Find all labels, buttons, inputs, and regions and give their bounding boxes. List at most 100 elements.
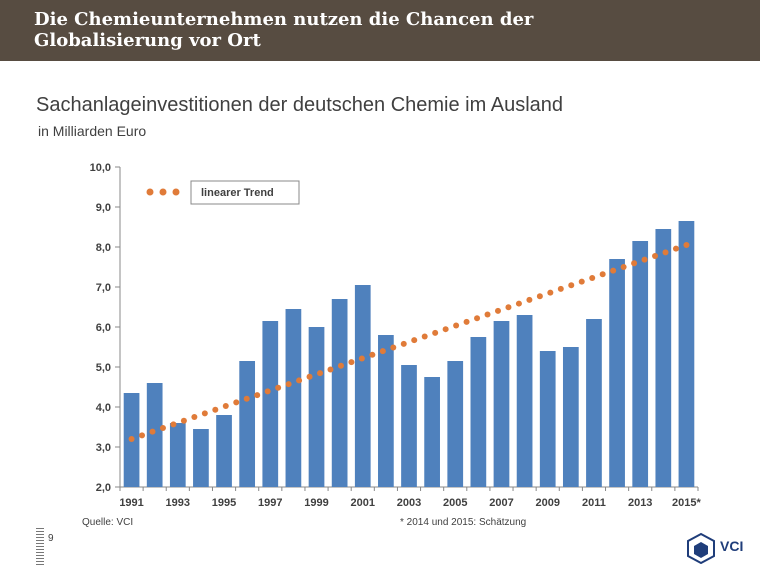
y-tick-label: 10,0 bbox=[90, 162, 111, 174]
bar bbox=[678, 221, 695, 487]
trend-dot bbox=[432, 329, 439, 336]
trend-dot bbox=[453, 322, 460, 329]
trend-dot bbox=[610, 267, 617, 274]
bar bbox=[470, 337, 487, 487]
page-marker bbox=[36, 528, 44, 566]
x-tick-label: 1995 bbox=[212, 497, 236, 509]
y-tick-label: 5,0 bbox=[96, 362, 111, 374]
trend-dot bbox=[515, 300, 522, 307]
trend-dot bbox=[547, 289, 554, 296]
bar bbox=[378, 335, 394, 487]
trend-dot bbox=[254, 392, 261, 399]
bar bbox=[262, 321, 279, 487]
trend-dot bbox=[589, 274, 596, 281]
x-tick-label: 1993 bbox=[166, 497, 190, 509]
trend-dot bbox=[170, 421, 177, 428]
page-number-label: 9 bbox=[48, 533, 54, 544]
trend-dot bbox=[442, 326, 449, 333]
bar bbox=[401, 365, 417, 487]
bar bbox=[516, 315, 533, 487]
bar bbox=[539, 351, 556, 487]
x-tick-label: 2011 bbox=[582, 497, 606, 509]
trend-dot bbox=[411, 337, 418, 344]
page-title: Die Chemieunternehmen nutzen die Chancen… bbox=[34, 9, 534, 51]
bar bbox=[655, 229, 672, 487]
trend-dot bbox=[191, 414, 198, 421]
trend-dot bbox=[139, 432, 146, 439]
trend-dot bbox=[631, 260, 638, 267]
bar-chart: 2,0 3,0 4,0 5,0 6,0 7,0 8,0 9,0 10,0 1991 1993 1995… bbox=[90, 162, 702, 509]
trend-dot bbox=[672, 245, 679, 252]
trend-dot bbox=[400, 340, 407, 347]
x-tick-label: 2009 bbox=[535, 497, 559, 509]
y-tick-label: 4,0 bbox=[96, 402, 111, 414]
trend-dot bbox=[421, 333, 428, 340]
bar bbox=[609, 259, 625, 487]
bar bbox=[586, 319, 602, 487]
trend-dot bbox=[243, 395, 250, 402]
trend-dot bbox=[683, 242, 690, 248]
trend-dot bbox=[390, 344, 397, 351]
x-tick-label: 2001 bbox=[351, 497, 375, 509]
y-tick-label: 7,0 bbox=[96, 282, 111, 294]
bar bbox=[632, 241, 649, 487]
x-tick-label: 1997 bbox=[258, 497, 282, 509]
x-tick-label: 2005 bbox=[443, 497, 467, 509]
legend-trend-dot bbox=[146, 188, 154, 196]
trend-dot bbox=[463, 318, 470, 325]
y-tick-label: 2,0 bbox=[96, 482, 111, 494]
trend-dot bbox=[568, 282, 575, 289]
trend-dot bbox=[536, 293, 543, 300]
trend-dot bbox=[275, 384, 282, 391]
bar bbox=[285, 309, 302, 487]
trend-dot bbox=[526, 296, 533, 303]
trend-dot bbox=[348, 359, 355, 366]
trend-dot bbox=[306, 373, 313, 380]
footnote: * 2014 und 2015: Schätzung bbox=[400, 517, 527, 528]
bar bbox=[331, 299, 348, 487]
trend-dot bbox=[494, 307, 501, 314]
chart-title: Sachanlageinvestitionen der deutschen Ch… bbox=[36, 94, 564, 116]
bar bbox=[493, 321, 510, 487]
trend-dot bbox=[369, 351, 376, 358]
trend-dot bbox=[474, 315, 481, 322]
y-tick-label: 8,0 bbox=[96, 242, 111, 254]
trend-dot bbox=[337, 362, 344, 369]
trend-dot bbox=[296, 377, 303, 384]
trend-dot bbox=[264, 388, 271, 395]
bar bbox=[447, 361, 464, 487]
x-tick-label: 2015* bbox=[672, 497, 701, 509]
trend-dot bbox=[159, 425, 166, 432]
x-tick-label: 2007 bbox=[489, 497, 513, 509]
trend-dot bbox=[233, 399, 240, 406]
trend-dot bbox=[358, 355, 365, 362]
header-bar: Die Chemieunternehmen nutzen die Chancen… bbox=[0, 0, 760, 61]
trend-dot bbox=[212, 406, 219, 413]
trend-dot bbox=[662, 249, 669, 256]
trend-dot bbox=[599, 271, 606, 278]
trend-dot bbox=[578, 278, 585, 285]
y-tick-label: 3,0 bbox=[96, 442, 111, 454]
hexagon-logo-icon bbox=[687, 532, 715, 565]
trend-dot bbox=[222, 403, 229, 410]
legend-box bbox=[190, 180, 300, 205]
logo-text: VCI bbox=[720, 538, 744, 554]
trend-dot bbox=[327, 366, 334, 373]
trend-dot bbox=[505, 304, 512, 311]
bar bbox=[216, 415, 232, 487]
bar bbox=[562, 347, 579, 487]
x-tick-label: 2013 bbox=[628, 497, 652, 509]
legend-trend-dot bbox=[159, 188, 167, 196]
source-note: Quelle: VCI bbox=[82, 517, 134, 528]
y-tick-label: 6,0 bbox=[96, 322, 111, 334]
x-tick-label: 1999 bbox=[304, 497, 328, 509]
bar bbox=[354, 285, 371, 487]
trend-dot bbox=[180, 417, 187, 424]
chart-subtitle: in Milliarden Euro bbox=[38, 123, 147, 139]
bar bbox=[169, 423, 186, 487]
trend-dot bbox=[285, 381, 292, 388]
legend-label: linearer Trend bbox=[201, 187, 274, 199]
x-tick-label: 2003 bbox=[397, 497, 421, 509]
bar bbox=[424, 377, 440, 487]
bar bbox=[146, 383, 163, 487]
